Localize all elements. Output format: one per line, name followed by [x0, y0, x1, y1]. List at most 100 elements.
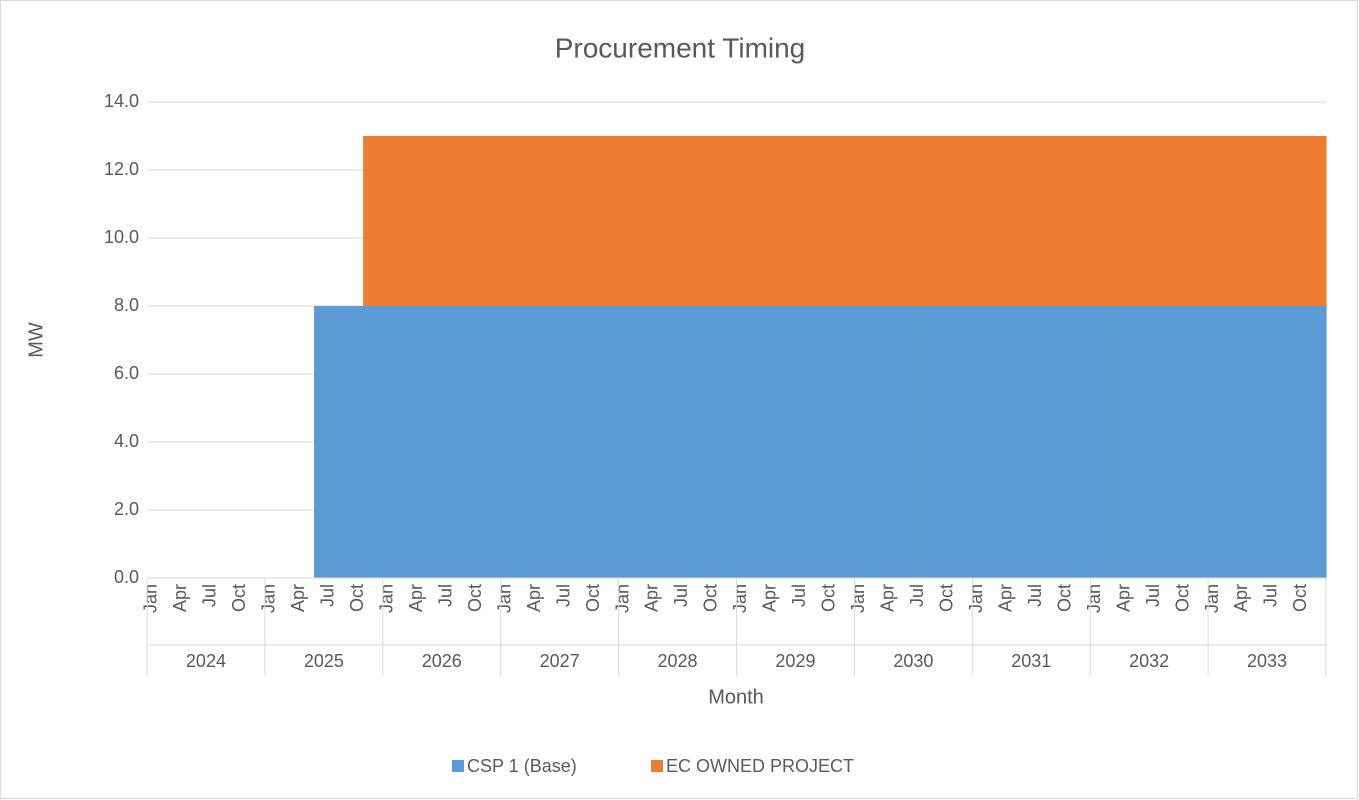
area-segment	[1296, 136, 1307, 306]
area-segment	[1031, 136, 1042, 306]
x-tick-label: Jan	[1202, 584, 1222, 613]
x-tick-label: Oct	[465, 584, 485, 612]
area-segment	[323, 306, 335, 578]
area-segment	[874, 306, 885, 578]
area-segment	[746, 136, 757, 306]
y-tick-label: 0.0	[114, 567, 139, 587]
area-segment	[677, 136, 688, 306]
y-tick-label: 12.0	[104, 159, 139, 179]
area-segment	[363, 136, 374, 306]
y-tick-label: 8.0	[114, 295, 139, 315]
area-segment	[795, 306, 806, 578]
area-segment	[815, 136, 826, 306]
area-segment	[1296, 306, 1307, 578]
area-segment	[490, 136, 502, 306]
area-segment	[1178, 306, 1190, 578]
x-tick-label: Apr	[1113, 584, 1133, 612]
area-segment	[1208, 306, 1219, 578]
area-segment	[1178, 136, 1190, 306]
area-segment	[500, 136, 512, 306]
x-tick-label: Apr	[995, 584, 1015, 612]
area-segment	[1119, 136, 1131, 306]
area-segment	[933, 136, 944, 306]
x-tick-label: Oct	[1290, 584, 1310, 612]
area-segment	[1139, 136, 1150, 306]
legend-label: EC OWNED PROJECT	[666, 756, 854, 776]
area-segment	[1158, 136, 1170, 306]
area-segment	[1080, 306, 1091, 578]
area-segment	[991, 136, 1003, 306]
area-segment	[942, 136, 954, 306]
x-tick-label: Jul	[553, 584, 573, 607]
x-axis-label: Month	[708, 686, 764, 708]
x-tick-label: Jan	[141, 584, 161, 613]
y-tick-label: 10.0	[104, 227, 139, 247]
area-segment	[903, 306, 914, 578]
area-segment	[854, 136, 865, 306]
area-segment	[648, 136, 659, 306]
area-segment	[569, 136, 580, 306]
area-segment	[972, 306, 983, 578]
area-segment	[1267, 136, 1278, 306]
area-segment	[765, 306, 777, 578]
area-segment	[569, 306, 580, 578]
x-tick-label: Oct	[1172, 584, 1192, 612]
area-segment	[579, 136, 590, 306]
area-segment	[402, 306, 413, 578]
area-segment	[1168, 136, 1180, 306]
y-tick-label: 4.0	[114, 431, 139, 451]
area-segment	[667, 306, 679, 578]
area-segment	[608, 306, 620, 578]
x-tick-label: Jan	[966, 584, 986, 613]
x-tick-label: Oct	[936, 584, 956, 612]
area-segment	[805, 306, 816, 578]
area-segment	[314, 306, 325, 578]
area-segment	[736, 136, 747, 306]
area-segment	[1119, 306, 1131, 578]
area-segment	[1041, 136, 1052, 306]
area-segment	[1227, 306, 1239, 578]
area-segment	[667, 136, 679, 306]
area-segment	[913, 306, 924, 578]
y-tick-label: 14.0	[104, 91, 139, 111]
year-label: 2030	[893, 651, 933, 671]
area-segment	[854, 306, 865, 578]
area-segment	[687, 306, 698, 578]
area-segment	[589, 136, 600, 306]
area-segment	[1109, 136, 1121, 306]
area-segment	[372, 136, 384, 306]
legend-swatch	[452, 760, 464, 772]
area-segment	[982, 136, 993, 306]
area-segment	[1149, 306, 1160, 578]
area-segment	[451, 136, 462, 306]
area-segment	[1286, 306, 1298, 578]
x-tick-label: Apr	[760, 584, 780, 612]
area-segment	[1237, 136, 1248, 306]
x-tick-label: Apr	[288, 584, 308, 612]
year-label: 2033	[1247, 651, 1287, 671]
x-tick-label: Jul	[789, 584, 809, 607]
year-label: 2027	[540, 651, 580, 671]
area-segment	[471, 306, 482, 578]
year-label: 2025	[304, 651, 344, 671]
area-segment	[991, 306, 1003, 578]
area-segment	[451, 306, 462, 578]
area-segment	[549, 306, 561, 578]
x-tick-label: Jul	[200, 584, 220, 607]
area-segment	[1158, 306, 1170, 578]
area-segment	[844, 306, 855, 578]
area-segment	[972, 136, 983, 306]
x-tick-label: Oct	[819, 584, 839, 612]
area-segment	[363, 306, 374, 578]
area-segment	[1001, 306, 1013, 578]
area-segment	[716, 306, 728, 578]
area-segment	[461, 306, 472, 578]
area-segment	[874, 136, 885, 306]
area-segment	[1041, 306, 1052, 578]
area-segment	[598, 136, 610, 306]
x-tick-label: Jul	[435, 584, 455, 607]
area-segment	[775, 306, 787, 578]
area-segment	[392, 306, 404, 578]
area-segment	[657, 306, 669, 578]
x-tick-label: Jul	[671, 584, 691, 607]
